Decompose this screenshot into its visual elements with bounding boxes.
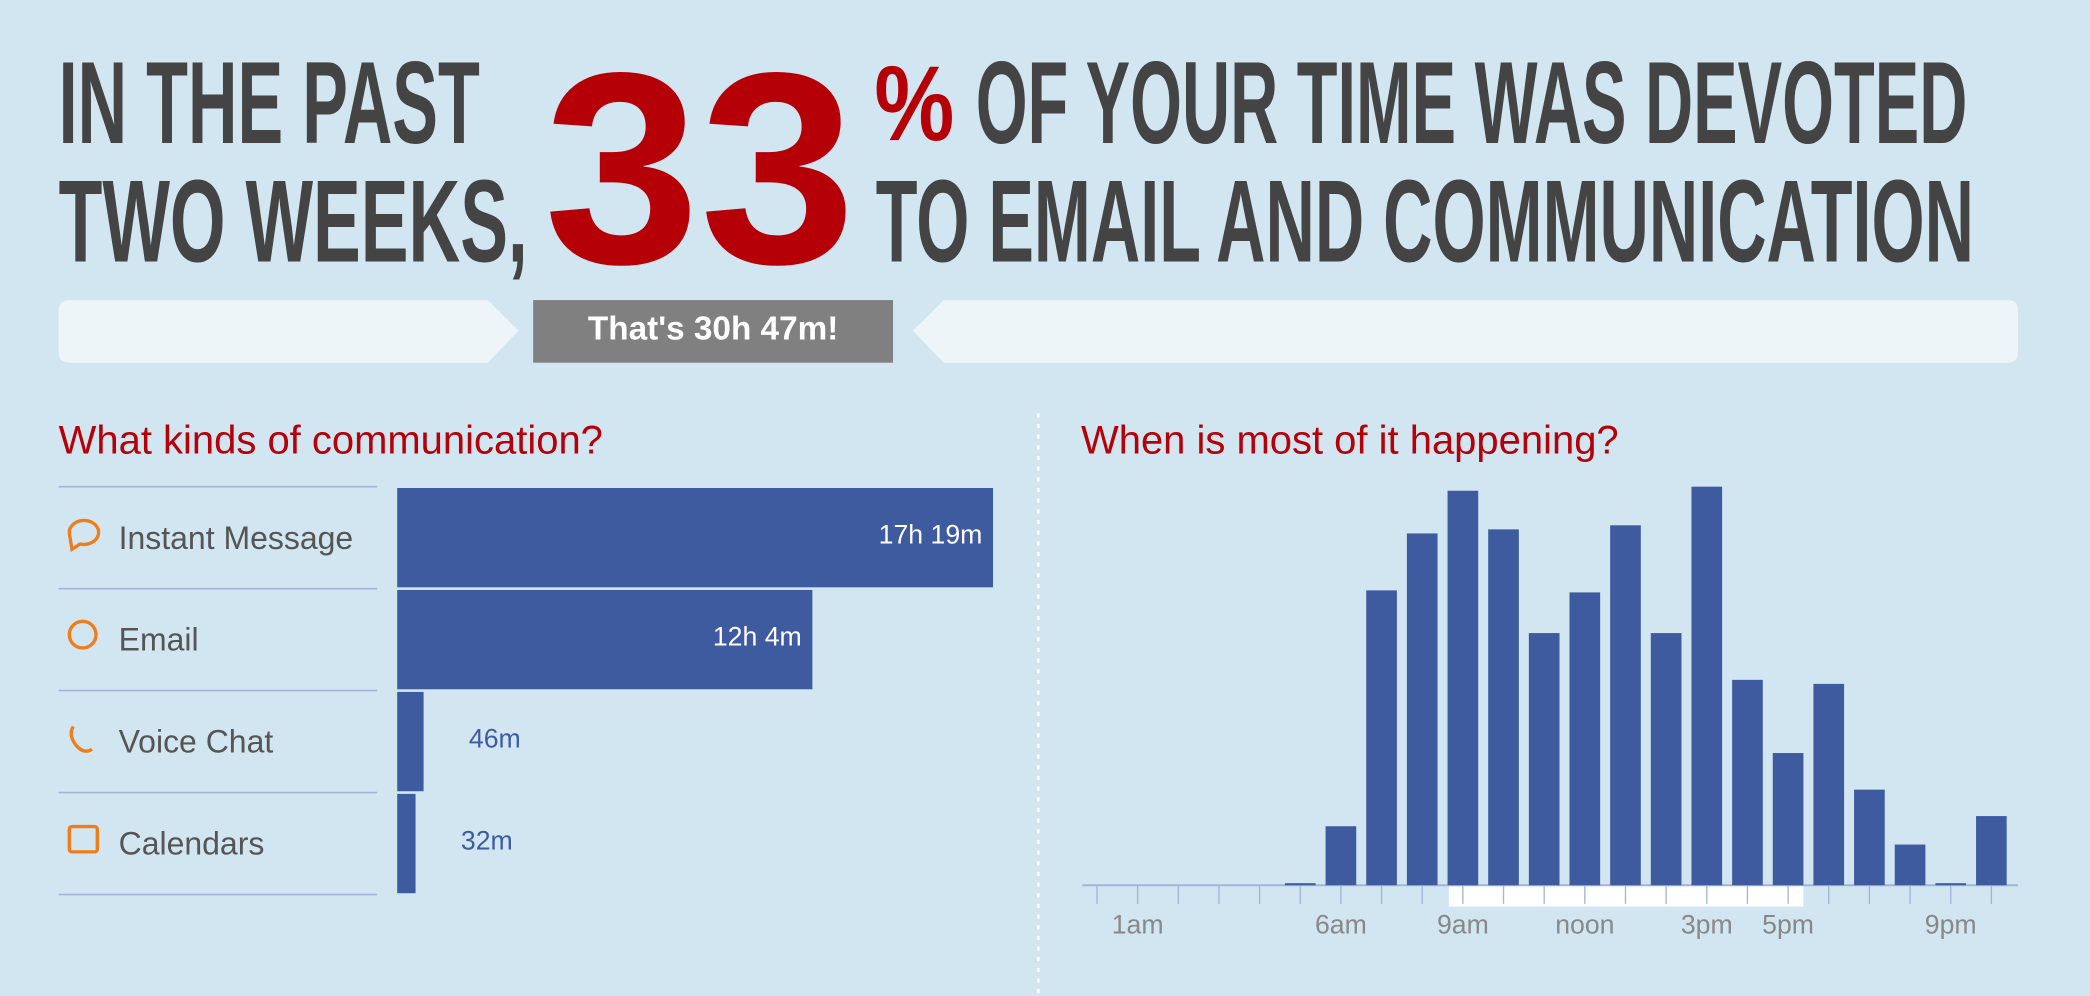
x-tick-label: 1am	[1112, 910, 1164, 940]
icon-chat	[67, 518, 101, 553]
headline-percent-sign: %	[874, 43, 954, 163]
bar	[1935, 883, 1967, 886]
bar	[1772, 753, 1804, 886]
bar	[1406, 533, 1438, 886]
banner-left	[58, 300, 519, 363]
bar	[397, 793, 416, 894]
bar	[397, 691, 424, 792]
x-tick-label: 9pm	[1925, 910, 1977, 940]
bar	[1447, 490, 1479, 886]
bar	[1854, 789, 1885, 886]
x-tick-label: noon	[1555, 910, 1614, 940]
bar	[1488, 529, 1519, 886]
bar	[397, 589, 813, 690]
headline-text: OF YOUR TIME WAS DEVOTED	[976, 37, 1968, 168]
category-label: Calendars	[119, 826, 265, 862]
section-title: When is most of it happening?	[1081, 418, 1619, 462]
icon-email	[67, 619, 98, 650]
headline-text: TO EMAIL AND COMMUNICATION	[876, 155, 1974, 286]
x-tick-label: 6am	[1315, 910, 1367, 940]
headline-text: TWO WEEKS,	[59, 155, 528, 286]
bar	[397, 488, 994, 588]
banner-text: That's 30h 47m!	[588, 311, 838, 348]
value-label: 12h 4m	[713, 621, 802, 651]
headline-text: IN THE PAST	[59, 37, 480, 168]
bar	[1813, 683, 1845, 886]
x-tick-label: 5pm	[1762, 910, 1814, 940]
value-label: 17h 19m	[879, 519, 983, 549]
bar	[1284, 883, 1316, 886]
banner-right	[913, 300, 2019, 363]
headline-percent: 33	[544, 16, 856, 321]
icon-calendar	[67, 824, 99, 854]
icon-phone	[69, 725, 93, 753]
banner-box	[533, 300, 894, 363]
bar	[1528, 633, 1560, 886]
bar	[1732, 679, 1763, 886]
bar	[1894, 844, 1926, 886]
category-label: Email	[119, 622, 199, 658]
icons	[67, 518, 101, 854]
value-label: 32m	[461, 825, 513, 855]
bar	[1610, 525, 1641, 886]
category-label: Voice Chat	[119, 724, 274, 760]
x-tick-label: 3pm	[1681, 910, 1733, 940]
bar	[1976, 816, 2007, 886]
bar	[1650, 633, 1682, 886]
category-label: Instant Message	[119, 520, 354, 556]
x-tick-label: 9am	[1437, 910, 1489, 940]
bar	[1691, 486, 1723, 886]
bar	[1366, 590, 1397, 886]
section-title: What kinds of communication?	[59, 418, 603, 462]
value-label: 46m	[469, 723, 521, 753]
bar	[1569, 592, 1601, 886]
bar	[1325, 826, 1357, 886]
